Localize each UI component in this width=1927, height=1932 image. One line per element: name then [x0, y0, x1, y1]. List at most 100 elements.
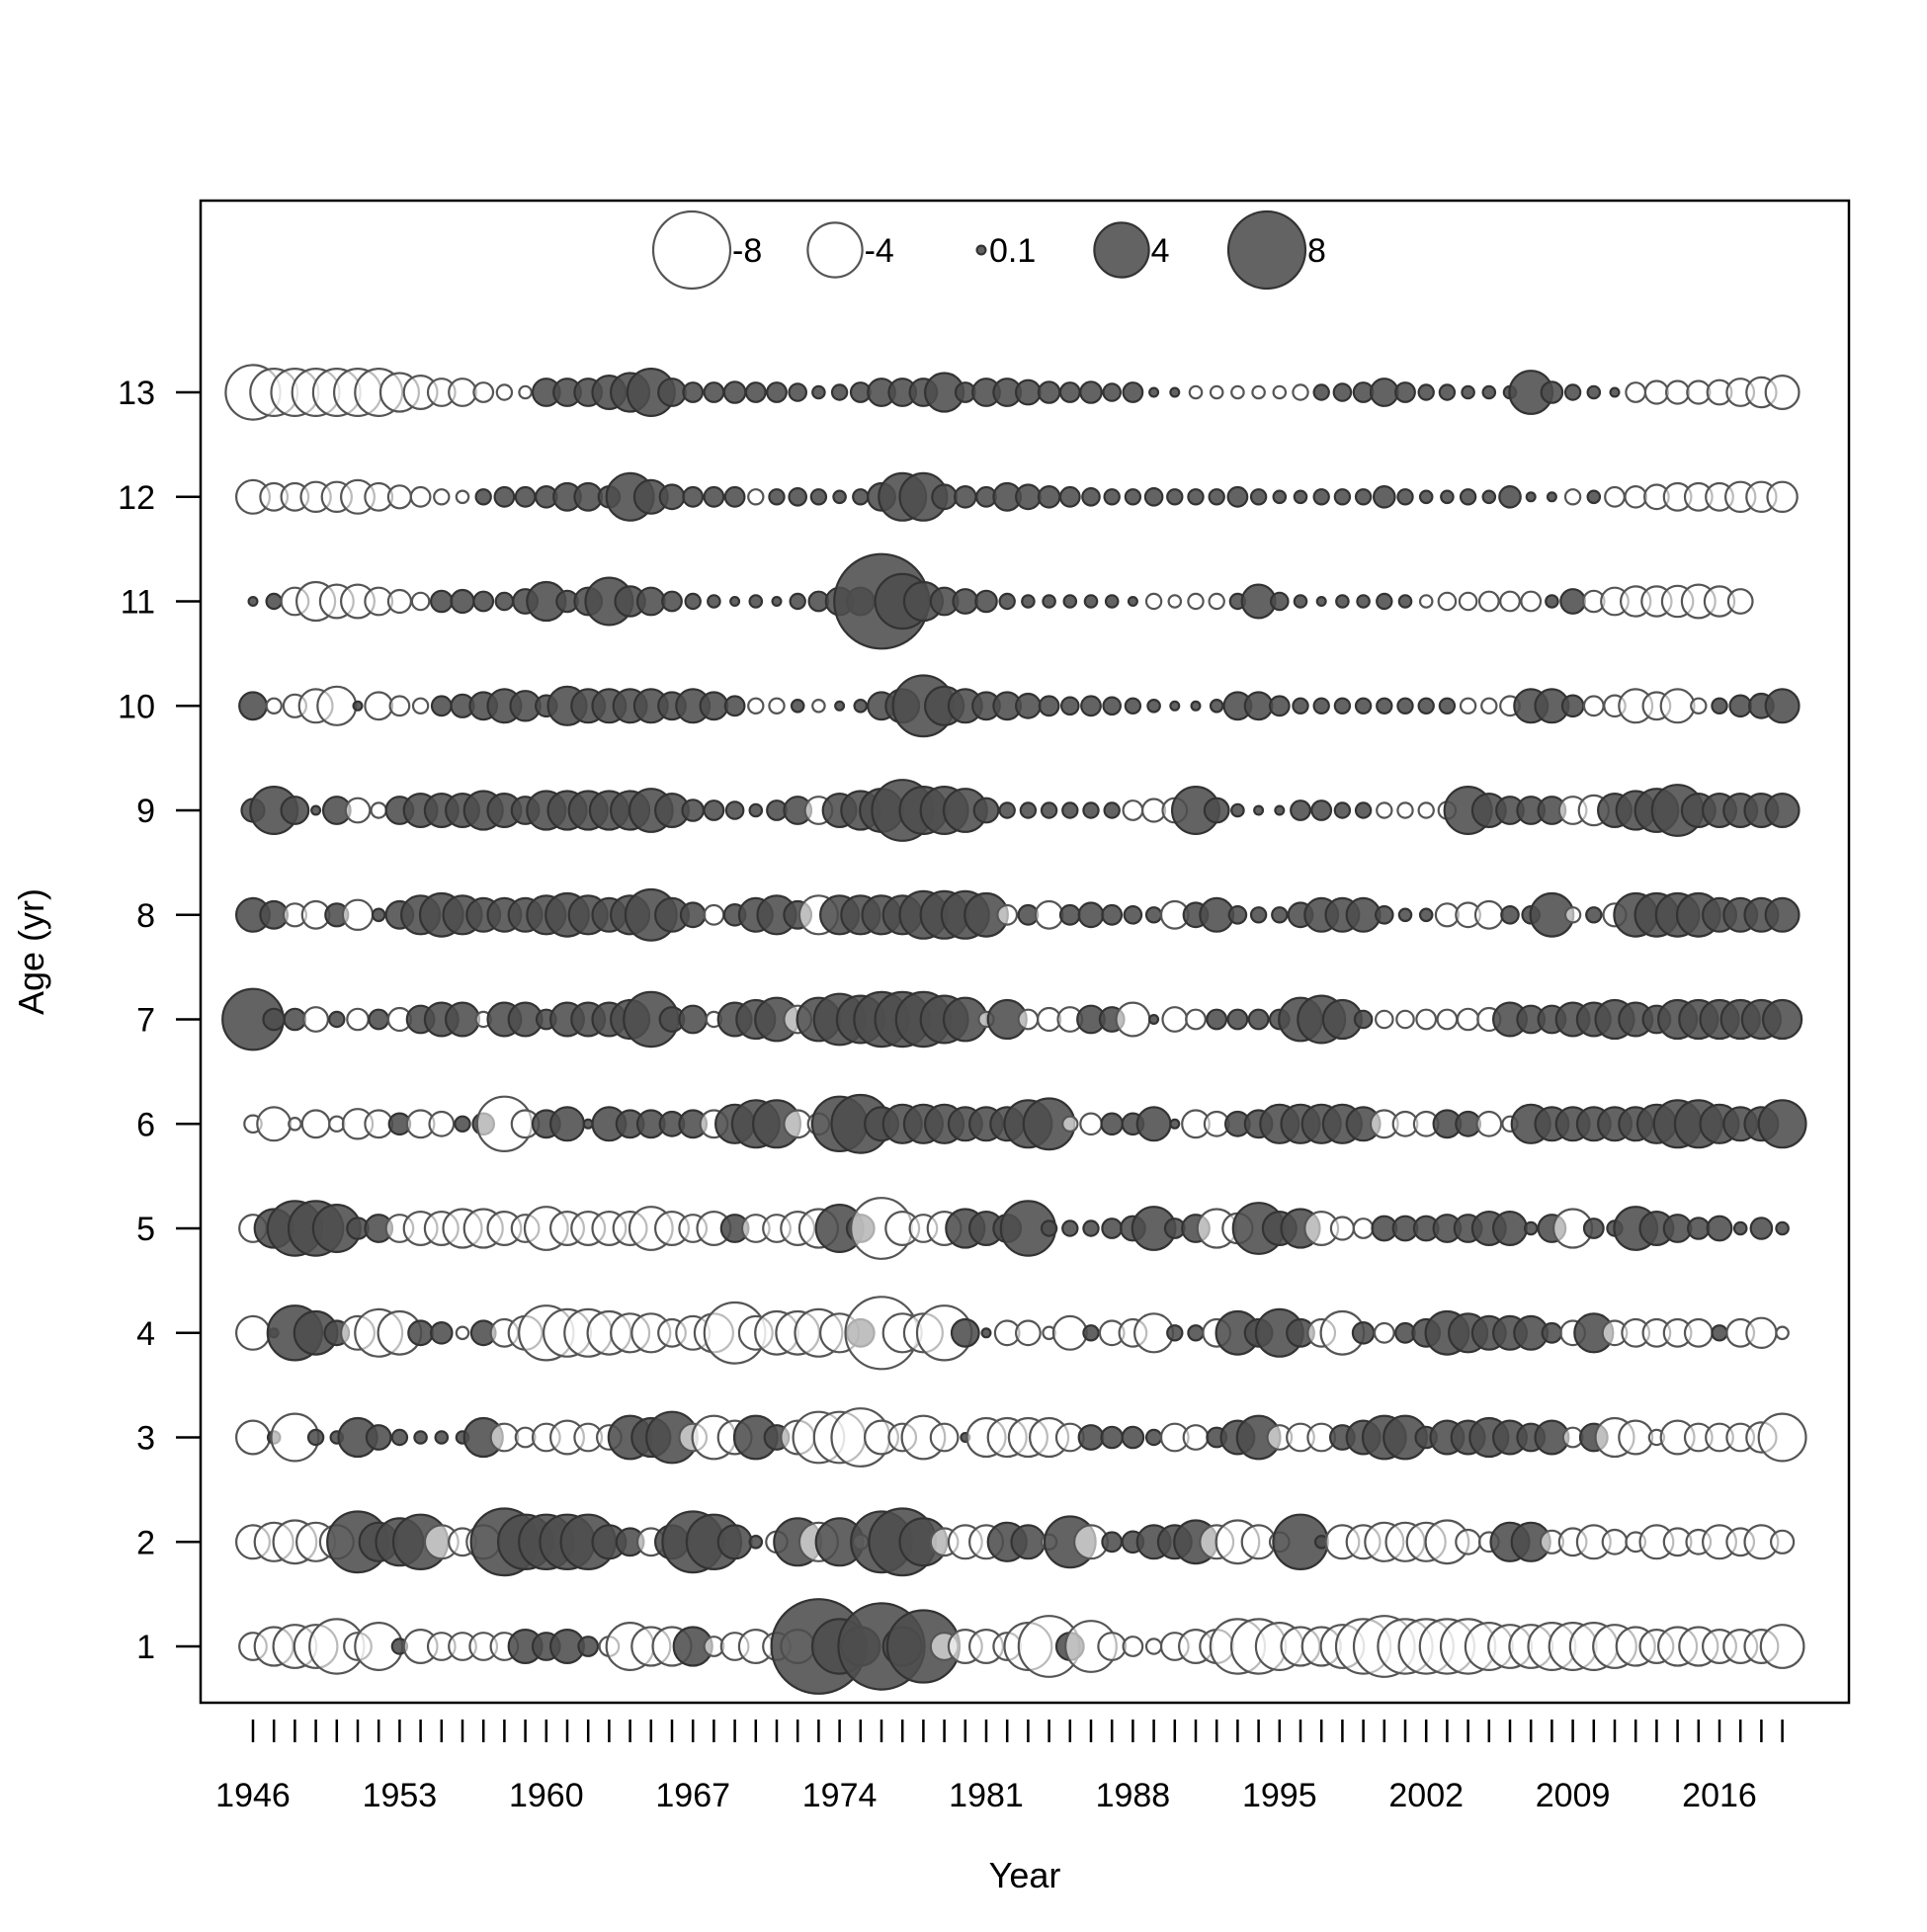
residual-bubble: [316, 685, 358, 726]
residual-bubble: [1148, 1013, 1160, 1025]
x-axis-label: Year: [989, 1855, 1061, 1895]
residual-bubble: [386, 588, 412, 615]
residual-bubble: [1601, 1528, 1629, 1555]
residual-bubble: [1014, 483, 1042, 511]
x-tick-label: 2002: [1388, 1777, 1464, 1814]
residual-bubble: [518, 384, 533, 400]
residual-bubble: [247, 595, 259, 607]
residual-bubble: [1161, 1006, 1189, 1033]
residual-bubble: [703, 903, 725, 926]
residual-bubble: [1310, 799, 1333, 821]
residual-bubble: [582, 1118, 594, 1130]
residual-bubble: [1481, 489, 1497, 505]
residual-bubble: [768, 488, 786, 506]
residual-bubble: [495, 383, 514, 401]
residual-bubble: [1397, 594, 1413, 609]
residual-bubble: [1440, 489, 1455, 505]
residual-bubble: [1351, 1321, 1376, 1345]
residual-bubble: [748, 594, 764, 609]
residual-bubble: [1312, 488, 1330, 506]
x-tick-label: 1946: [215, 1777, 291, 1814]
x-axis: 1946 1953 1960 1967 1974 1981 1988 1995 2002 2009…: [215, 1720, 1784, 1814]
residual-bubble: [682, 485, 705, 508]
legend-label: 0.1: [989, 232, 1036, 270]
residual-bubble: [748, 1535, 764, 1550]
residual-bubble: [1061, 801, 1079, 819]
residual-bubble: [1062, 594, 1078, 609]
residual-bubble: [1459, 488, 1477, 506]
residual-bubble: [1230, 384, 1245, 400]
residual-bubble: [472, 590, 495, 613]
residual-bubble: [809, 488, 828, 506]
residual-bubble: [1546, 491, 1557, 503]
residual-bubble: [996, 903, 1019, 926]
residual-bubble: [1206, 1008, 1228, 1031]
residual-bubble: [1759, 1624, 1805, 1669]
residual-bubble: [723, 695, 746, 717]
residual-bubble: [1203, 797, 1230, 824]
residual-bubble: [455, 1325, 470, 1341]
residual-bubble: [747, 488, 765, 506]
residual-bubble: [1292, 697, 1309, 715]
residual-bubble: [1525, 491, 1537, 503]
residual-bubble: [1274, 804, 1286, 816]
x-tick-label: 2009: [1536, 1777, 1611, 1814]
residual-bubble: [703, 799, 725, 821]
residual-bubble: [1166, 1324, 1184, 1342]
residual-bubble: [1541, 1321, 1563, 1344]
residual-bubble: [716, 1524, 753, 1560]
residual-bubble: [1144, 1428, 1163, 1447]
residual-bubble: [1373, 484, 1396, 509]
residual-bubble: [1436, 1008, 1459, 1031]
residual-bubble: [1037, 380, 1061, 404]
residual-bubble: [1293, 594, 1308, 609]
residual-bubble: [1243, 691, 1274, 721]
residual-bubble: [1144, 592, 1163, 611]
residual-bubble: [1333, 801, 1352, 819]
residual-bubble: [1373, 1321, 1395, 1344]
residual-bubble: [1624, 484, 1647, 509]
residual-bubble: [1354, 697, 1373, 715]
y-tick-label: 10: [118, 688, 155, 725]
residual-bubble: [1732, 1220, 1748, 1236]
residual-bubble: [1520, 590, 1543, 613]
residual-bubble: [1764, 375, 1801, 411]
residual-bubble: [434, 1430, 450, 1445]
residual-bubble: [722, 380, 747, 404]
residual-bubble: [1209, 384, 1224, 400]
residual-bubble: [1270, 591, 1290, 612]
residual-bubble: [931, 483, 958, 511]
residual-bubble: [1687, 1217, 1711, 1240]
residual-bubble: [1354, 801, 1373, 819]
residual-bubble: [1208, 488, 1225, 506]
residual-bubble: [1415, 1008, 1438, 1031]
residual-bubble: [1268, 695, 1291, 717]
residual-bubble: [1040, 801, 1058, 819]
residual-bubble: [703, 381, 725, 403]
residual-bubble: [1582, 695, 1605, 717]
residual-bubble: [494, 591, 515, 612]
legend-bubble: [1226, 210, 1307, 291]
x-tick-label: 1960: [509, 1777, 584, 1814]
residual-bubble: [1079, 1112, 1103, 1136]
residual-bubble: [1618, 1419, 1654, 1456]
residual-bubble: [454, 1115, 471, 1134]
residual-bubble: [998, 592, 1016, 611]
residual-bubble: [1290, 799, 1311, 821]
residual-bubble: [1101, 903, 1124, 926]
residual-bubble: [386, 484, 412, 510]
residual-bubble: [661, 590, 683, 613]
residual-bubble: [1745, 1316, 1778, 1350]
residual-bubble: [1169, 386, 1181, 398]
residual-bubble: [1312, 697, 1330, 715]
residual-bubble: [302, 1006, 330, 1033]
residual-bubble: [1764, 792, 1801, 828]
residual-bubble: [1101, 1531, 1124, 1554]
residual-bubble: [1014, 378, 1042, 406]
bubbles-layer: [221, 364, 1807, 1695]
residual-bubble: [1021, 594, 1036, 609]
residual-bubble: [1481, 384, 1497, 400]
residual-bubble: [1249, 488, 1268, 506]
residual-bubble: [1312, 383, 1330, 401]
